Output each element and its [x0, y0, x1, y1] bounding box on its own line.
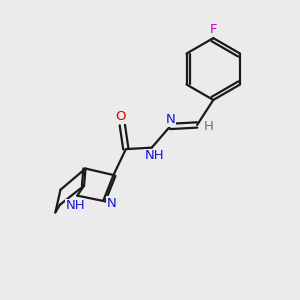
Text: NH: NH [145, 149, 164, 162]
Text: NH: NH [66, 200, 86, 212]
Text: N: N [165, 113, 175, 127]
Text: H: H [203, 120, 213, 133]
Text: N: N [106, 197, 116, 210]
Text: F: F [210, 23, 217, 36]
Text: O: O [116, 110, 126, 123]
